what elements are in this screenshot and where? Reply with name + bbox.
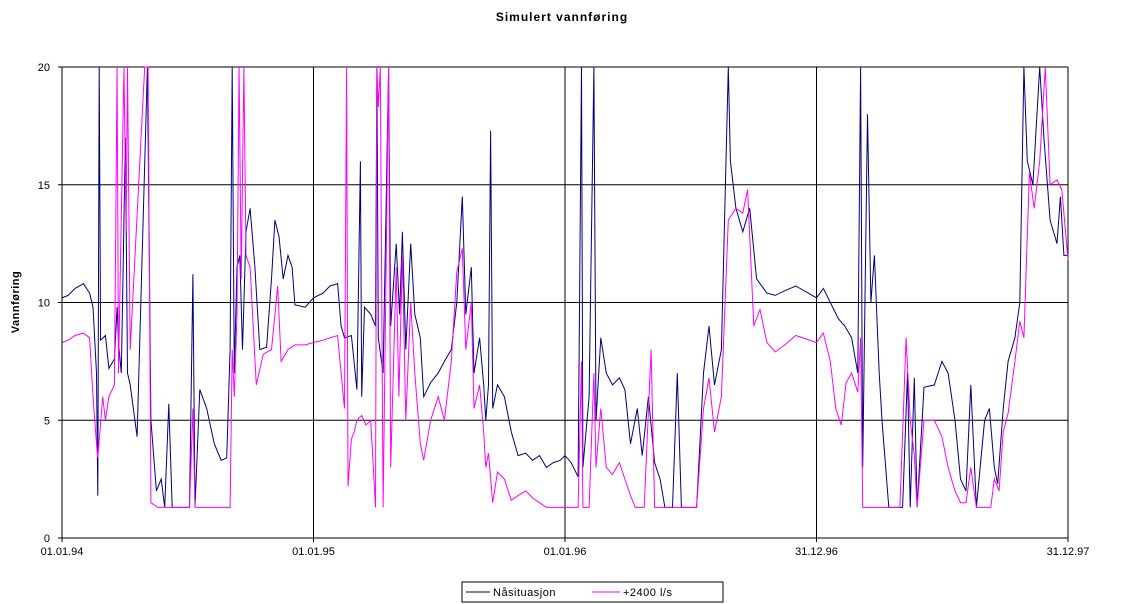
y-tick-label: 0 [44,533,50,545]
x-tick-label: 31.12.96 [795,546,838,558]
series-2 [61,66,1069,508]
legend-label-series-1: Nåsituasjon [493,587,556,599]
y-tick-labels: 0 5 10 15 20 [38,62,62,545]
x-tick-label: 01.01.95 [292,546,335,558]
legend: Nåsituasjon +2400 l/s [461,581,724,603]
x-tick-label: 31.12.97 [1047,546,1090,558]
y-tick-label: 10 [38,298,50,310]
x-tick-labels: 01.01.94 01.01.95 01.01.96 31.12.96 31.12.97 [41,538,1090,558]
series-line-2 [61,66,1069,508]
x-tick-label: 01.01.94 [41,546,84,558]
y-tick-label: 5 [44,415,50,427]
x-tick-label: 01.01.96 [544,546,587,558]
chart-title: Simulert vannføring [496,10,628,24]
y-axis-label: Vannføring [10,271,22,333]
vertical-gridlines [313,67,1069,538]
legend-label-series-2: +2400 l/s [623,587,672,599]
y-tick-label: 20 [38,62,50,74]
series-layer [61,66,1069,508]
y-tick-label: 15 [38,180,50,192]
